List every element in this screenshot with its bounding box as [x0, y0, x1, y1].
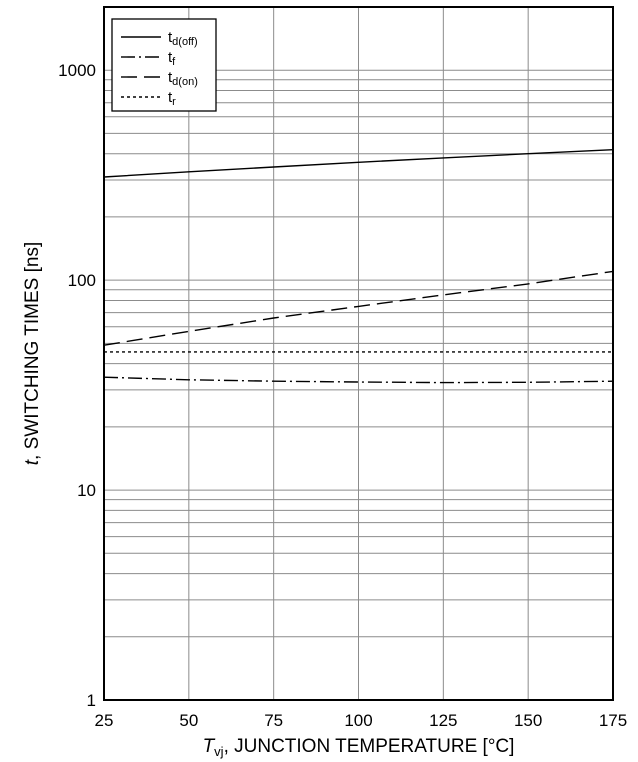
series-line-don [103, 270, 614, 346]
grid [103, 6, 614, 700]
x-axis-title-text: , JUNCTION TEMPERATURE [°C] [224, 736, 515, 757]
tick-labels: 25 50 75 100 125 150 175 1 10 100 1000 [58, 61, 627, 730]
x-axis-title: Tvj, JUNCTION TEMPERATURE [°C] [203, 736, 515, 759]
series-lines [103, 149, 614, 384]
y-axis-title: t, SWITCHING TIMES [ns] [22, 242, 43, 465]
y-axis-title-symbol: t [22, 459, 43, 465]
y-axis-title-text: , SWITCHING TIMES [ns] [22, 242, 43, 460]
y-tick-label: 1000 [58, 61, 96, 80]
y-tick-label: 100 [68, 271, 96, 290]
legend-label: tf [168, 49, 176, 68]
y-tick-label: 1 [87, 691, 96, 710]
legend-label-subscript: d(on) [172, 76, 198, 88]
legend-label: td(off) [168, 29, 198, 48]
x-tick-label: 150 [514, 711, 542, 730]
x-tick-label: 125 [429, 711, 457, 730]
x-tick-label: 75 [264, 711, 283, 730]
x-tick-label: 50 [179, 711, 198, 730]
series-line-f [103, 376, 614, 384]
x-tick-label: 25 [95, 711, 114, 730]
plot-frame [103, 6, 614, 701]
legend-label-symbol: t [168, 29, 173, 46]
legend-label-subscript: f [172, 56, 176, 68]
legend-label-symbol: t [168, 89, 173, 106]
x-axis-title-subscript: vj [214, 744, 224, 759]
legend-label-subscript: r [172, 96, 176, 108]
legend-label-symbol: t [168, 49, 173, 66]
legend-label: td(on) [168, 69, 198, 88]
legend-box [111, 18, 217, 112]
legend-label-symbol: t [168, 69, 173, 86]
x-tick-label: 100 [344, 711, 372, 730]
series-line-doff [103, 149, 614, 178]
y-tick-label: 10 [77, 481, 96, 500]
legend-label-subscript: d(off) [172, 36, 197, 48]
x-axis-title-symbol: T [203, 736, 216, 757]
legend-label: tr [168, 89, 176, 108]
x-tick-label: 175 [599, 711, 627, 730]
